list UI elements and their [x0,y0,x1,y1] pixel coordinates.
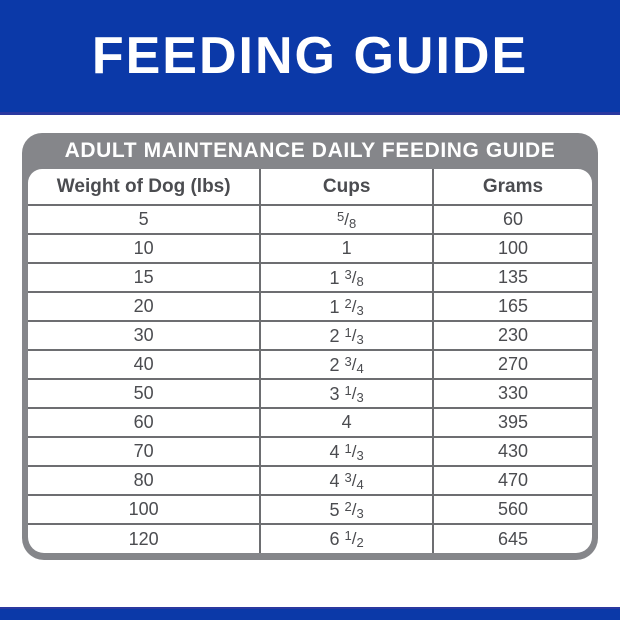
cups-cell: 2 3/4 [259,349,434,380]
weight-cell: 80 [28,465,262,496]
table-row: 60 4 395 [28,407,592,438]
cups-cell: 5/8 [259,204,434,235]
column-header-cups: Cups [259,169,434,206]
grams-cell: 165 [431,291,592,322]
table-row: 15 1 3/8 135 [28,262,592,293]
grams-cell: 135 [431,262,592,293]
cups-cell: 2 1/3 [259,320,434,351]
table-row: 30 2 1/3 230 [28,320,592,351]
feeding-table-body: 5 5/8 60 10 1 100 15 1 3/8 135 20 1 2/3 … [28,204,592,553]
grams-cell: 395 [431,407,592,438]
weight-cell: 120 [28,523,262,553]
table-row: 50 3 1/3 330 [28,378,592,409]
cups-cell: 6 1/2 [259,523,434,553]
grams-cell: 645 [431,523,592,553]
table-row: 70 4 1/3 430 [28,436,592,467]
grams-cell: 230 [431,320,592,351]
grams-cell: 560 [431,494,592,525]
weight-cell: 50 [28,378,262,409]
weight-cell: 15 [28,262,262,293]
cups-cell: 1 3/8 [259,262,434,293]
feeding-guide-banner: FEEDING GUIDE [0,0,620,115]
feeding-table-card: ADULT MAINTENANCE DAILY FEEDING GUIDE We… [22,133,598,560]
table-box: Weight of Dog (lbs) Cups Grams 5 5/8 60 … [28,169,592,553]
column-header-weight: Weight of Dog (lbs) [28,169,262,206]
cups-cell: 4 3/4 [259,465,434,496]
weight-cell: 40 [28,349,262,380]
cups-cell: 5 2/3 [259,494,434,525]
grams-cell: 270 [431,349,592,380]
table-row: 20 1 2/3 165 [28,291,592,322]
weight-cell: 30 [28,320,262,351]
table-row: 10 1 100 [28,233,592,264]
header-row: Weight of Dog (lbs) Cups Grams [28,169,592,206]
weight-cell: 60 [28,407,262,438]
bottom-blue-strip [0,607,620,620]
grams-cell: 470 [431,465,592,496]
cups-cell: 4 1/3 [259,436,434,467]
banner-title: FEEDING GUIDE [91,27,529,85]
table-title: ADULT MAINTENANCE DAILY FEEDING GUIDE [64,139,556,162]
table-row: 5 5/8 60 [28,204,592,235]
feeding-table: Weight of Dog (lbs) Cups Grams 5 5/8 60 … [28,169,592,553]
table-row: 80 4 3/4 470 [28,465,592,496]
cups-cell: 1 [259,233,434,264]
cups-cell: 1 2/3 [259,291,434,322]
grams-cell: 100 [431,233,592,264]
grams-cell: 330 [431,378,592,409]
weight-cell: 10 [28,233,262,264]
grams-cell: 60 [431,204,592,235]
table-row: 120 6 1/2 645 [28,523,592,553]
weight-cell: 100 [28,494,262,525]
weight-cell: 5 [28,204,262,235]
weight-cell: 20 [28,291,262,322]
table-row: 100 5 2/3 560 [28,494,592,525]
column-header-grams: Grams [431,169,592,206]
weight-cell: 70 [28,436,262,467]
cups-cell: 4 [259,407,434,438]
table-row: 40 2 3/4 270 [28,349,592,380]
cups-cell: 3 1/3 [259,378,434,409]
grams-cell: 430 [431,436,592,467]
